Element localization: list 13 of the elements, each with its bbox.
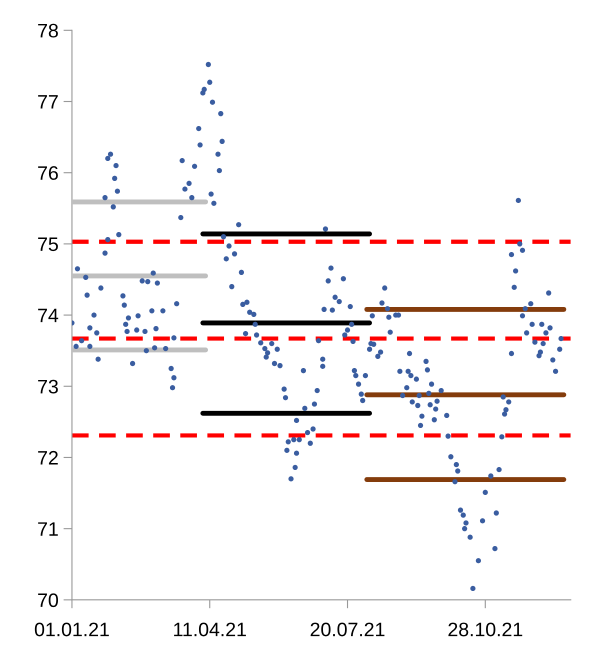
x-tick-label: 01.01.21 <box>34 622 109 636</box>
y-tick-label: 76 <box>38 166 58 180</box>
y-tick-label: 75 <box>38 238 58 252</box>
y-tick-label: 77 <box>38 95 58 109</box>
y-tick-label: 73 <box>38 380 58 394</box>
y-tick-label: 74 <box>38 308 58 322</box>
x-tick-label: 20.07.21 <box>310 622 384 636</box>
y-tick-label: 72 <box>38 450 58 465</box>
y-tick-label: 70 <box>38 593 58 608</box>
y-tick-label: 71 <box>38 522 58 536</box>
x-tick-label: 11.04.21 <box>174 622 246 636</box>
y-tick-label: 78 <box>38 24 58 38</box>
x-tick-label: 28.10.21 <box>448 622 522 636</box>
